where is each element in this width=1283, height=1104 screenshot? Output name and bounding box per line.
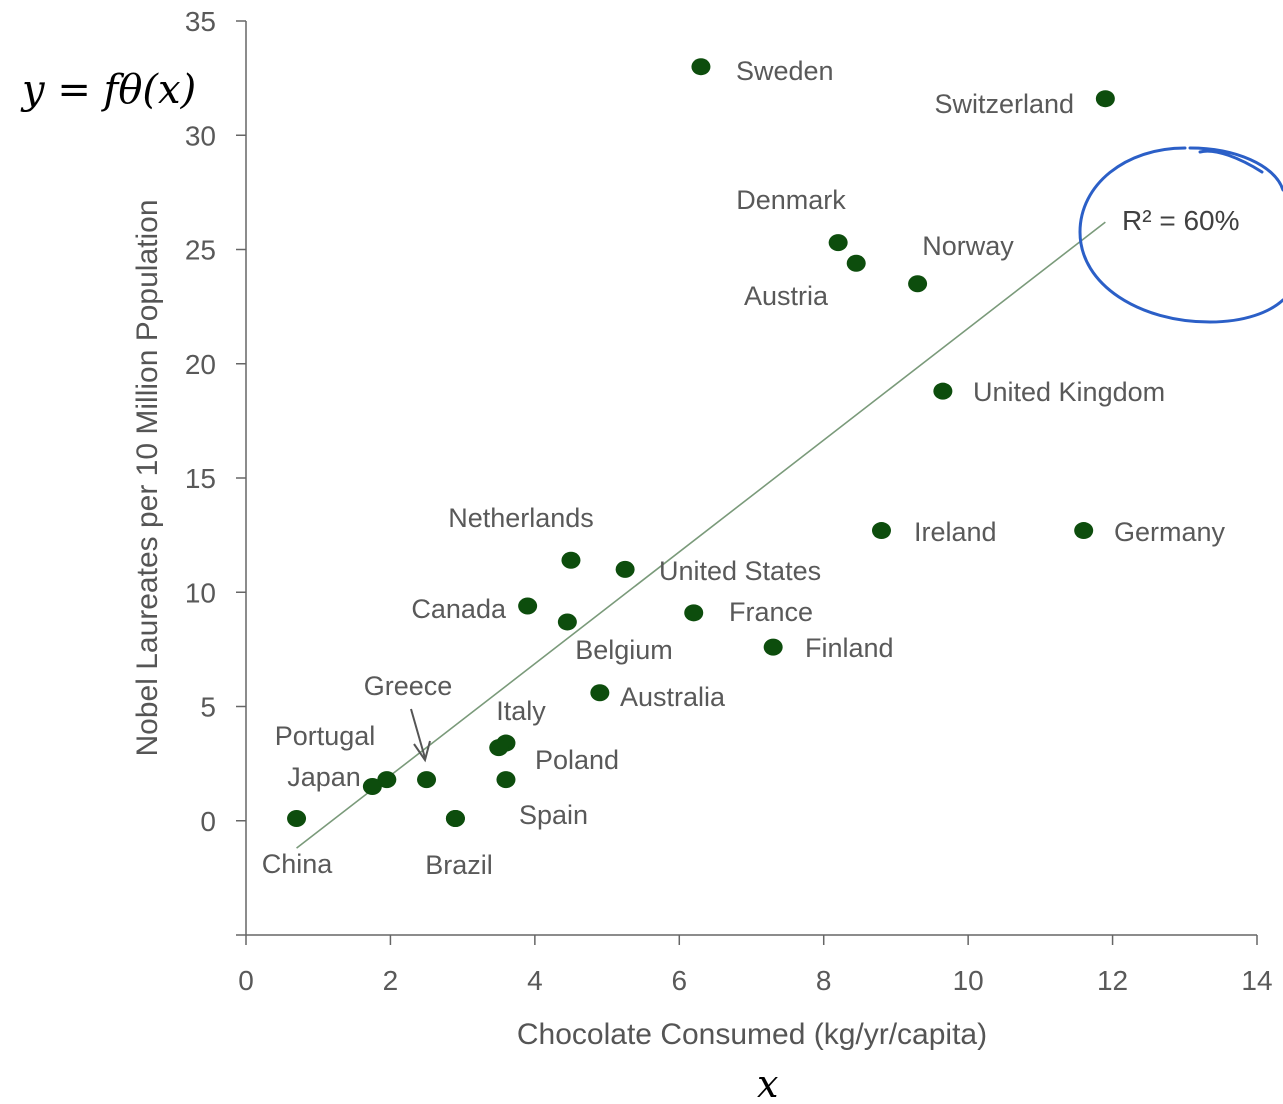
label-austria: Austria xyxy=(744,281,829,311)
point-netherlands xyxy=(561,551,581,569)
label-united-states: United States xyxy=(659,556,821,586)
point-australia xyxy=(590,684,610,702)
x-tick-label: 0 xyxy=(238,965,254,996)
y-tick-label: 0 xyxy=(200,806,216,837)
label-finland: Finland xyxy=(805,633,894,663)
axes xyxy=(236,20,1258,945)
highlight-circle xyxy=(1078,146,1283,324)
x-tick-label: 10 xyxy=(953,965,984,996)
label-spain: Spain xyxy=(519,800,588,830)
label-united-kingdom: United Kingdom xyxy=(973,377,1165,407)
label-netherlands: Netherlands xyxy=(448,503,594,533)
point-labels: Sweden Switzerland Denmark Austria Norway Uni… xyxy=(262,56,1226,880)
label-australia: Australia xyxy=(620,682,726,712)
x-tick-label: 6 xyxy=(671,965,687,996)
label-france: France xyxy=(729,597,813,627)
y-tick-label: 25 xyxy=(185,235,216,266)
y-tick-label: 35 xyxy=(185,6,216,37)
label-poland: Poland xyxy=(535,745,619,775)
label-germany: Germany xyxy=(1114,517,1226,547)
label-norway: Norway xyxy=(922,231,1014,261)
y-axis-title: Nobel Laureates per 10 Million Populatio… xyxy=(131,199,164,756)
point-united-states xyxy=(615,560,635,578)
label-greece: Greece xyxy=(364,671,453,701)
point-sweden xyxy=(691,58,711,76)
point-japan xyxy=(362,777,382,795)
x-tick-label: 2 xyxy=(383,965,399,996)
label-japan: Japan xyxy=(287,762,361,792)
point-denmark xyxy=(828,234,848,252)
point-greece xyxy=(417,771,437,789)
point-china xyxy=(287,809,307,827)
y-tick-label: 30 xyxy=(185,120,216,151)
function-label: y = fθ(x) xyxy=(20,67,196,113)
point-france xyxy=(684,604,704,622)
x-symbol-label: x xyxy=(757,1062,778,1104)
point-germany xyxy=(1074,522,1094,540)
y-tick-label: 10 xyxy=(185,577,216,608)
point-ireland xyxy=(871,522,891,540)
point-belgium xyxy=(557,613,577,631)
label-china: China xyxy=(262,849,334,879)
point-austria xyxy=(846,254,866,272)
x-tick-label: 8 xyxy=(816,965,832,996)
point-canada xyxy=(518,597,538,615)
y-tick-label: 20 xyxy=(185,349,216,380)
tick-labels: 0 2 4 6 8 10 12 14 0 5 10 15 20 25 30 35 xyxy=(185,6,1273,996)
label-portugal: Portugal xyxy=(275,721,376,751)
x-axis-title: Chocolate Consumed (kg/yr/capita) xyxy=(517,1018,987,1051)
point-united-kingdom xyxy=(933,382,953,400)
x-tick-label: 4 xyxy=(527,965,543,996)
label-canada: Canada xyxy=(411,594,507,624)
x-tick-label: 14 xyxy=(1241,965,1272,996)
r2-label: R² = 60% xyxy=(1122,205,1240,236)
label-ireland: Ireland xyxy=(914,517,997,547)
point-finland xyxy=(763,638,783,656)
point-portugal xyxy=(377,771,397,789)
y-tick-label: 5 xyxy=(200,692,216,723)
greece-arrow xyxy=(410,708,431,763)
trend-line xyxy=(296,221,1106,849)
label-italy: Italy xyxy=(496,696,546,726)
label-sweden: Sweden xyxy=(736,56,834,86)
point-brazil xyxy=(445,809,465,827)
label-brazil: Brazil xyxy=(425,850,493,880)
point-norway xyxy=(908,275,928,293)
data-points xyxy=(287,58,1115,827)
point-poland xyxy=(496,771,516,789)
x-tick-label: 12 xyxy=(1097,965,1128,996)
label-belgium: Belgium xyxy=(575,635,673,665)
label-denmark: Denmark xyxy=(736,185,846,215)
label-switzerland: Switzerland xyxy=(934,89,1074,119)
y-tick-label: 15 xyxy=(185,463,216,494)
point-italy-2 xyxy=(489,739,509,757)
point-switzerland xyxy=(1095,90,1115,108)
